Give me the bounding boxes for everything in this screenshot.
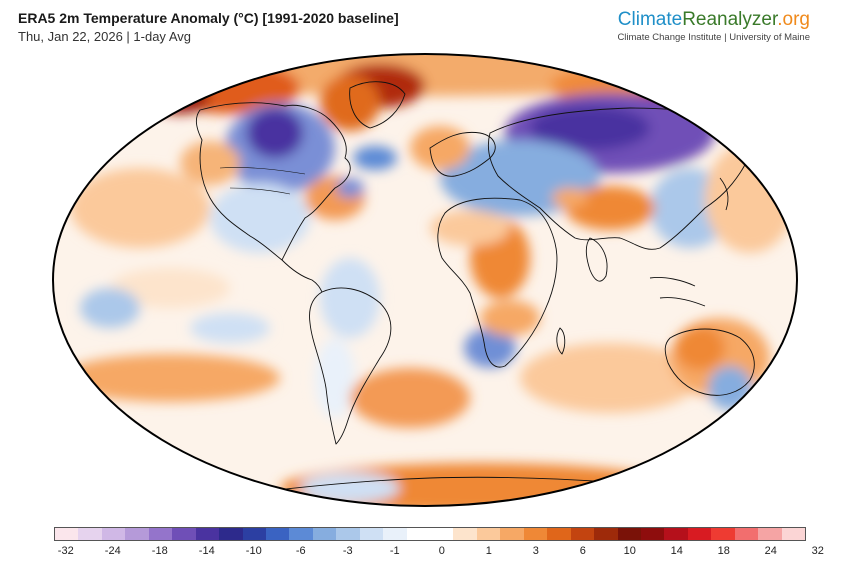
date-subtitle: Thu, Jan 22, 2026 | 1-day Avg <box>18 29 191 44</box>
color-legend-swatch <box>687 528 712 540</box>
color-legend-swatch <box>547 528 571 540</box>
color-legend-tick-label: -6 <box>295 545 306 557</box>
color-legend-tick-label: -3 <box>342 545 353 557</box>
color-legend-swatch <box>101 528 126 540</box>
brand-logo[interactable]: ClimateReanalyzer.org <box>617 9 810 31</box>
color-legend-swatch <box>125 528 149 540</box>
color-legend-tick-label: -1 <box>389 545 400 557</box>
color-legend-swatch <box>430 528 454 540</box>
color-legend-swatch <box>78 528 102 540</box>
color-legend-swatch <box>523 528 548 540</box>
color-legend-swatch <box>172 528 196 540</box>
color-legend-bar <box>54 527 806 541</box>
color-legend-tick-label: 3 <box>532 545 539 557</box>
color-legend-swatch <box>242 528 266 540</box>
color-legend-tick-label: -24 <box>104 545 121 557</box>
color-legend-swatch <box>664 528 688 540</box>
brand-logo-part-org: .org <box>777 9 810 30</box>
color-legend-swatch <box>453 528 477 540</box>
color-legend-swatch <box>640 528 665 540</box>
brand-logo-part-climate: Climate <box>617 9 683 30</box>
anomaly-map <box>50 48 800 508</box>
color-legend-swatch <box>312 528 337 540</box>
color-legend-swatch <box>406 528 430 540</box>
color-legend-swatch <box>476 528 501 540</box>
color-legend-swatch <box>781 528 805 540</box>
color-legend-tick-label: -32 <box>57 545 74 557</box>
page-title: ERA5 2m Temperature Anomaly (°C) [1991-2… <box>18 10 399 26</box>
color-legend-swatch <box>195 528 220 540</box>
color-legend-swatch <box>289 528 313 540</box>
color-legend-tick-label: 6 <box>579 545 586 557</box>
color-legend-swatch <box>359 528 384 540</box>
color-legend-tick-label: -10 <box>245 545 262 557</box>
color-legend-tick-label: 18 <box>717 545 730 557</box>
anomaly-map-svg <box>52 53 798 507</box>
color-legend-tick-label: 32 <box>811 545 824 557</box>
color-legend-swatch <box>570 528 595 540</box>
color-legend-ticks: -32 -24 -18 -14 -10 -6 -3 -1 0 1 3 6 10 14 18 24 32 <box>54 545 824 561</box>
color-legend-swatch <box>711 528 735 540</box>
color-legend-swatch <box>383 528 407 540</box>
color-legend-swatch <box>617 528 641 540</box>
color-legend-swatch <box>336 528 360 540</box>
color-legend-swatch <box>55 528 79 540</box>
color-legend-swatch <box>148 528 173 540</box>
color-legend-swatch <box>265 528 290 540</box>
color-legend-swatch <box>734 528 759 540</box>
brand-affiliation: Climate Change Institute | University of… <box>617 32 810 43</box>
brand-block: ClimateReanalyzer.org Climate Change Ins… <box>617 9 810 43</box>
color-legend-tick-label: 24 <box>764 545 777 557</box>
globe-border <box>52 53 798 507</box>
color-legend-swatch <box>219 528 243 540</box>
color-legend-tick-label: 1 <box>485 545 492 557</box>
color-legend-tick-label: -14 <box>198 545 215 557</box>
color-legend-swatch <box>758 528 782 540</box>
color-legend-swatch <box>500 528 524 540</box>
color-legend-tick-label: 14 <box>670 545 683 557</box>
color-legend-swatch <box>594 528 618 540</box>
color-legend-tick-label: 0 <box>438 545 445 557</box>
brand-logo-part-reanalyzer: Reanalyzer <box>682 9 778 30</box>
color-legend-tick-label: -18 <box>151 545 168 557</box>
color-legend-tick-label: 10 <box>623 545 636 557</box>
